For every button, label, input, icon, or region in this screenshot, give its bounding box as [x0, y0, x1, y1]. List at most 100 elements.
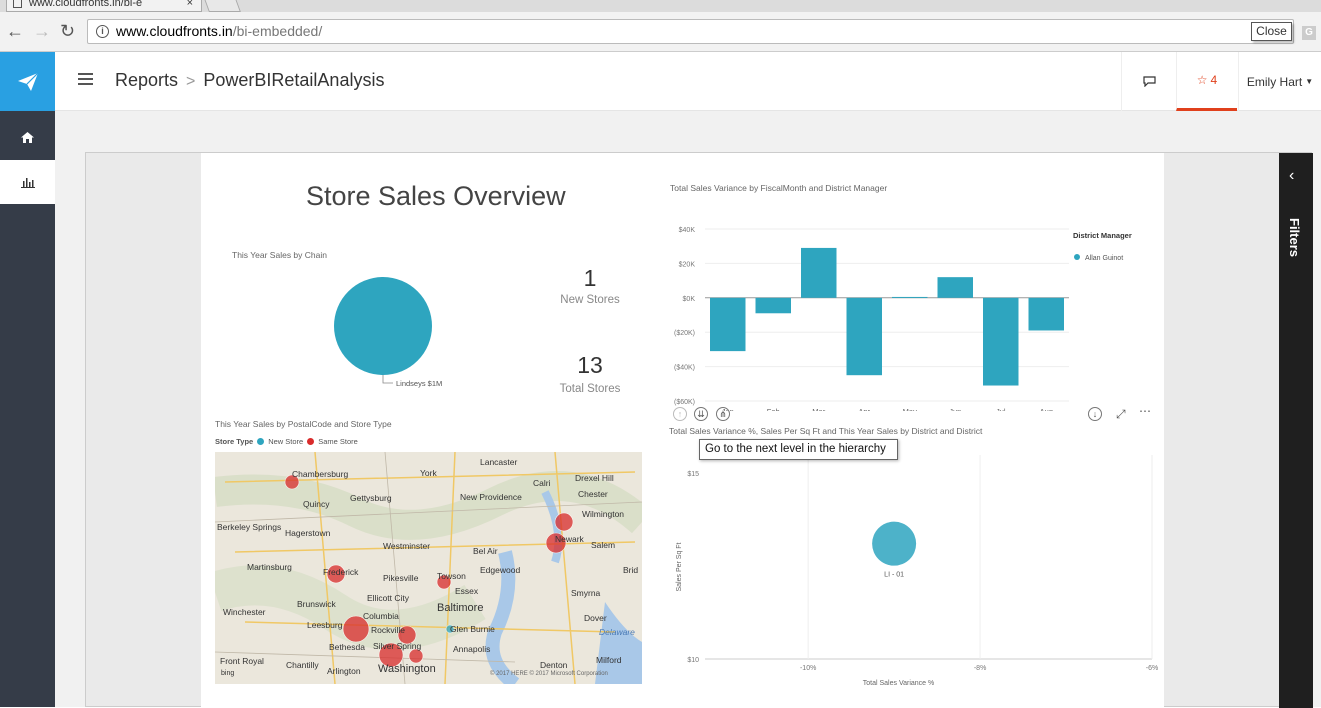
sales-variance-bar-chart[interactable]: Total Sales Variance by FiscalMonth and … [665, 181, 1145, 411]
bar-mar[interactable] [801, 247, 837, 298]
bar-feb[interactable] [755, 297, 791, 314]
home-icon [21, 131, 34, 143]
comments-button[interactable] [1121, 52, 1176, 111]
bing-logo: bing [221, 670, 235, 677]
map-place-label: Westminster [383, 541, 431, 551]
back-icon[interactable]: ← [6, 21, 24, 41]
bar-may[interactable] [892, 296, 928, 298]
bar-jan[interactable] [710, 297, 746, 352]
pie-slice-lindseys[interactable] [334, 277, 432, 375]
map-place-label: Bethesda [329, 642, 365, 652]
map-place-label: Denton [540, 660, 568, 670]
map-place-label: Salem [591, 540, 616, 550]
map-place-label: Drexel Hill [575, 473, 614, 483]
same-store-bubble[interactable] [397, 625, 417, 645]
expand-hierarchy-icon[interactable]: ⋔ [716, 407, 730, 421]
user-name: Emily Hart [1246, 74, 1303, 89]
map-bubbles [284, 474, 574, 668]
map-title: This Year Sales by PostalCode and Store … [215, 419, 392, 429]
map-place-label: Pikesville [383, 573, 419, 583]
map-place-label: Essex [455, 586, 479, 596]
drill-mode-icon[interactable]: ↓ [1088, 407, 1102, 421]
map-place-label: Edgewood [480, 565, 521, 575]
y-tick-label: $15 [687, 471, 699, 478]
favorites-button[interactable]: ☆ 4 [1176, 52, 1237, 111]
info-icon[interactable]: i [96, 25, 109, 38]
map-place-label: Front Royal [220, 656, 264, 666]
y-tick-label: $0K [683, 296, 696, 303]
same-store-dot [307, 438, 315, 445]
map-place-label: Bel Air [473, 546, 498, 556]
reload-icon[interactable]: ↻ [60, 21, 76, 41]
x-tick-label: Jun [949, 407, 961, 411]
store-map[interactable]: Chambersburg York Lancaster Calri Drexel Hil… [215, 452, 642, 684]
bar-aug[interactable] [1028, 297, 1064, 331]
breadcrumb-current: PowerBIRetailAnalysis [203, 70, 385, 90]
scatter-point[interactable] [872, 521, 917, 566]
browser-tab[interactable]: www.cloudfronts.in/bi-e × [6, 0, 202, 12]
url-host: www.cloudfronts.in [116, 23, 233, 39]
menu-icon[interactable] [78, 73, 93, 86]
extension-icon[interactable]: G [1302, 26, 1316, 40]
map-place-label: Hagerstown [285, 528, 331, 538]
kpi-total-stores-value: 13 [577, 352, 603, 378]
x-tick-label: -8% [974, 665, 986, 672]
favorites-count: 4 [1210, 73, 1218, 87]
map-place-label: Chambersburg [292, 469, 349, 479]
y-tick-label: $40K [679, 227, 696, 234]
scatter-title: Total Sales Variance %, Sales Per Sq Ft … [669, 426, 983, 436]
sales-scatter-chart[interactable]: -10% -8% -6% $15 $10 Total Sales Variance % Sa… [665, 445, 1160, 695]
map-place-label: Chester [578, 489, 608, 499]
map-place-label: Dover [584, 613, 607, 623]
user-menu[interactable]: Emily Hart ▼ [1238, 52, 1321, 111]
drill-up-icon[interactable]: ↑ [673, 407, 687, 421]
forward-icon[interactable]: → [33, 21, 51, 41]
filters-pane[interactable]: ‹ Filters [1279, 153, 1313, 708]
tab-close-icon[interactable]: × [186, 0, 193, 9]
brand-logo[interactable] [0, 52, 55, 111]
focus-mode-icon[interactable]: ⤢ [1116, 407, 1126, 421]
bar-jul[interactable] [983, 297, 1019, 386]
address-bar[interactable]: i www.cloudfronts.in/bi-embedded/ [87, 19, 1294, 44]
y-tick-label: ($40K) [674, 365, 695, 372]
breadcrumb-reports[interactable]: Reports [115, 70, 179, 90]
y-tick-label: $10 [687, 657, 699, 664]
map-place-label: York [420, 468, 437, 478]
bar-jun[interactable] [937, 277, 973, 298]
x-tick-label: Apr [858, 407, 870, 411]
url-path: /bi-embedded/ [232, 23, 323, 39]
map-place-label: Arlington [327, 666, 361, 676]
sidebar-item-reports[interactable] [0, 160, 55, 204]
map-place-label: Milford [596, 655, 622, 665]
kpi-new-stores-label: New Stores [560, 294, 620, 306]
map-place-label: Lancaster [480, 457, 518, 467]
pie-chart[interactable]: Lindseys $1M [321, 271, 461, 391]
y-tick-label: ($20K) [674, 330, 695, 337]
drill-down-next-level-icon[interactable]: ⇊ [694, 407, 708, 421]
x-tick-label: Jul [996, 407, 1006, 411]
more-options-icon[interactable]: ⋯ [1139, 404, 1151, 418]
map-place-label: Glen Burnie [450, 624, 495, 634]
sidebar-item-home[interactable] [0, 115, 55, 159]
x-tick-label: -10% [800, 665, 816, 672]
x-tick-label: Aug [1040, 407, 1053, 411]
same-store-bubble[interactable] [545, 532, 567, 554]
chevron-left-icon[interactable]: ‹ [1289, 167, 1295, 184]
tab-strip: www.cloudfronts.in/bi-e × [0, 0, 1321, 12]
pie-slice-label: Lindseys $1M [396, 379, 442, 388]
same-store-bubble[interactable] [436, 574, 452, 590]
map-legend-new: New Store [268, 437, 304, 446]
breadcrumb-separator: > [186, 73, 196, 90]
same-store-bubble[interactable] [342, 615, 370, 643]
map-place-label: Quincy [303, 499, 330, 509]
map-place-label: Newark [555, 534, 584, 544]
browser-toolbar: ← → ↻ i www.cloudfronts.in/bi-embedded/ … [0, 12, 1321, 52]
new-tab-button[interactable] [203, 0, 241, 12]
same-store-bubble[interactable] [378, 642, 404, 668]
same-store-bubble[interactable] [554, 512, 574, 532]
bar-apr[interactable] [846, 297, 882, 376]
same-store-bubble[interactable] [284, 474, 300, 490]
new-store-bubble[interactable] [445, 624, 455, 634]
same-store-bubble[interactable] [326, 564, 346, 584]
same-store-bubble[interactable] [408, 648, 424, 664]
